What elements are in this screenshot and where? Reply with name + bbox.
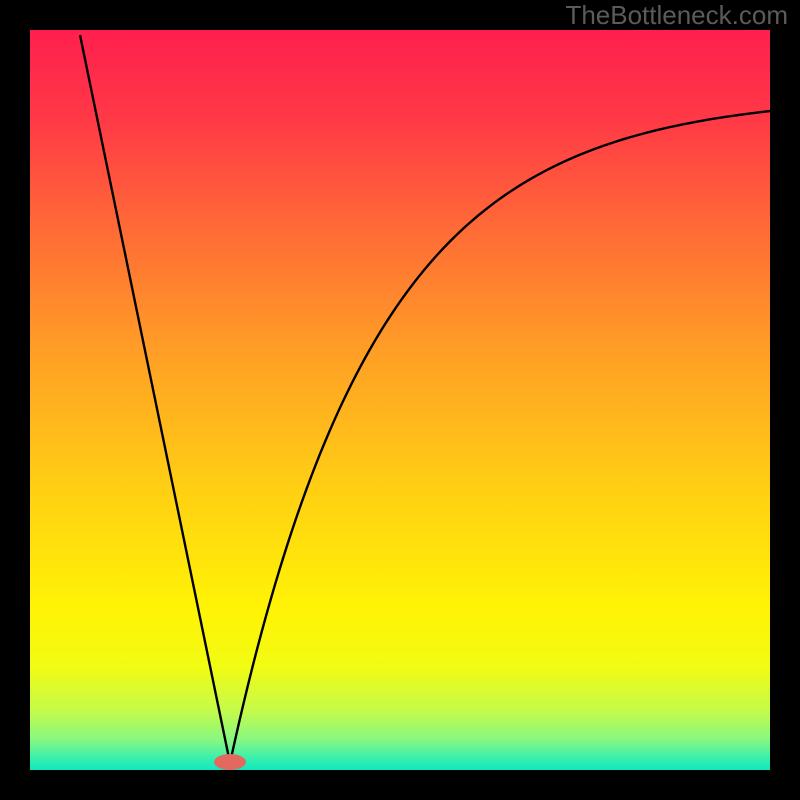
plot-background <box>30 30 770 770</box>
watermark: TheBottleneck.com <box>565 0 788 30</box>
optimal-point-marker <box>214 754 246 770</box>
chart-svg: TheBottleneck.com <box>0 0 800 800</box>
chart-container: TheBottleneck.com <box>0 0 800 800</box>
